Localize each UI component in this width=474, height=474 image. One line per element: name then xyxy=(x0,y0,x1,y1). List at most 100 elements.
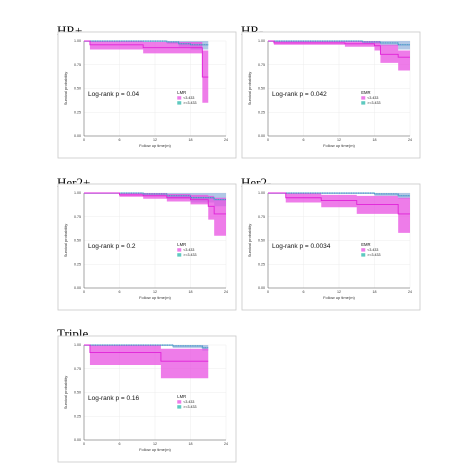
y-tick-label: 0.00 xyxy=(258,134,265,138)
logrank-pvalue: Log-rank p = 0.2 xyxy=(88,243,136,250)
y-tick-label: 0.25 xyxy=(74,414,81,418)
ci-band-low xyxy=(84,345,209,379)
logrank-pvalue: Log-rank p = 0.04 xyxy=(88,91,140,98)
y-axis-label: Survival probability xyxy=(63,376,68,410)
logrank-pvalue: Log-rank p = 0.042 xyxy=(272,91,327,98)
y-tick-label: 1.00 xyxy=(74,343,81,347)
x-tick-label: 18 xyxy=(373,138,377,142)
y-tick-label: 0.75 xyxy=(74,367,81,371)
y-tick-label: 0.25 xyxy=(74,110,81,114)
x-tick-label: 6 xyxy=(119,442,121,446)
y-axis-label: Survival probability xyxy=(63,224,68,258)
y-tick-label: 0.50 xyxy=(74,87,81,91)
ci-band-high xyxy=(268,193,410,199)
x-tick-label: 0 xyxy=(83,138,85,142)
x-tick-label: 0 xyxy=(83,290,85,294)
y-tick-label: 0.75 xyxy=(74,63,81,67)
x-tick-label: 24 xyxy=(408,138,412,142)
y-tick-label: 0.75 xyxy=(74,215,81,219)
legend-label: >=3.433 xyxy=(183,253,196,257)
y-axis-label: Survival probability xyxy=(247,224,252,258)
km-curve-low xyxy=(84,40,209,78)
x-tick-label: 0 xyxy=(267,290,269,294)
x-tick-label: 0 xyxy=(267,138,269,142)
y-tick-label: 0.25 xyxy=(258,262,265,266)
ci-band-low xyxy=(84,41,209,103)
km-curve-low xyxy=(84,192,226,215)
km-panel-2: 0.00 0.25 0.50 0.75 1.00 0 6 12 18 24 Survival pro… xyxy=(57,183,237,311)
x-tick-label: 12 xyxy=(153,442,157,446)
legend-title: LMR xyxy=(177,242,186,247)
legend-label: <3.433 xyxy=(183,96,194,100)
legend-title: LMR xyxy=(177,394,186,399)
km-curve-high-dotted xyxy=(84,40,209,46)
ci-band-low xyxy=(268,41,410,71)
legend-swatch xyxy=(361,101,366,105)
x-tick-label: 6 xyxy=(119,290,121,294)
y-tick-label: 1.00 xyxy=(74,39,81,43)
x-axis-label: Follow up time(m) xyxy=(323,295,355,300)
km-curve-low xyxy=(268,40,410,58)
x-axis-label: Follow up time(m) xyxy=(139,143,171,148)
x-tick-label: 18 xyxy=(189,138,193,142)
legend-swatch xyxy=(177,248,182,252)
km-curve-high-dotted xyxy=(268,192,410,197)
x-axis-label: Follow up time(m) xyxy=(139,295,171,300)
y-tick-label: 0.25 xyxy=(258,110,265,114)
km-panel-3: 0.00 0.25 0.50 0.75 1.00 0 6 12 18 24 Survival pro… xyxy=(241,183,421,311)
x-tick-label: 12 xyxy=(337,138,341,142)
km-panel-1: 0.00 0.25 0.50 0.75 1.00 0 6 12 18 24 Survival pro… xyxy=(241,31,421,159)
legend-label: >=3.433 xyxy=(367,253,380,257)
logrank-pvalue: Log-rank p = 0.16 xyxy=(88,395,140,402)
y-axis-label: Survival probability xyxy=(247,72,252,106)
legend-swatch xyxy=(361,253,366,257)
legend-swatch xyxy=(177,96,182,100)
logrank-pvalue: Log-rank p = 0.0034 xyxy=(272,243,331,250)
y-tick-label: 0.50 xyxy=(74,391,81,395)
y-tick-label: 0.75 xyxy=(258,215,265,219)
y-tick-label: 0.00 xyxy=(74,134,81,138)
legend-label: <3.433 xyxy=(367,96,378,100)
x-tick-label: 0 xyxy=(83,442,85,446)
km-curve-high-dotted xyxy=(268,40,410,46)
legend-swatch xyxy=(177,400,182,404)
ci-band-high xyxy=(84,345,209,351)
panel-frame xyxy=(57,183,237,311)
y-tick-label: 0.00 xyxy=(258,286,265,290)
y-tick-label: 1.00 xyxy=(258,39,265,43)
legend-swatch xyxy=(177,253,182,257)
x-tick-label: 24 xyxy=(224,290,228,294)
x-tick-label: 24 xyxy=(408,290,412,294)
x-tick-label: 24 xyxy=(224,138,228,142)
y-tick-label: 0.50 xyxy=(258,239,265,243)
x-tick-label: 24 xyxy=(224,442,228,446)
y-tick-label: 0.50 xyxy=(74,239,81,243)
km-panel-4: 0.00 0.25 0.50 0.75 1.00 0 6 12 18 24 Survival pro… xyxy=(57,335,237,463)
legend-label: <3.433 xyxy=(183,248,194,252)
y-tick-label: 0.25 xyxy=(74,262,81,266)
km-curve-high xyxy=(84,344,209,349)
y-tick-label: 0.75 xyxy=(258,63,265,67)
x-tick-label: 18 xyxy=(189,290,193,294)
y-tick-label: 0.00 xyxy=(74,438,81,442)
x-axis-label: Follow up time(m) xyxy=(323,143,355,148)
x-tick-label: 6 xyxy=(303,290,305,294)
ci-band-low xyxy=(268,193,410,233)
x-tick-label: 6 xyxy=(119,138,121,142)
legend-label: >=3.433 xyxy=(183,101,196,105)
y-tick-label: 1.00 xyxy=(258,191,265,195)
legend-label: <3.433 xyxy=(367,248,378,252)
x-tick-label: 12 xyxy=(153,138,157,142)
legend-label: >=3.433 xyxy=(367,101,380,105)
legend-label: >=3.433 xyxy=(183,405,196,409)
y-tick-label: 0.00 xyxy=(74,286,81,290)
legend-title: LMR xyxy=(177,90,186,95)
legend-title: EMR xyxy=(361,90,370,95)
x-axis-label: Follow up time(m) xyxy=(139,447,171,452)
km-panel-0: 0.00 0.25 0.50 0.75 1.00 0 6 12 18 24 Survival pro… xyxy=(57,31,237,159)
y-tick-label: 0.50 xyxy=(258,87,265,91)
x-tick-label: 18 xyxy=(373,290,377,294)
legend-swatch xyxy=(177,101,182,105)
ci-band-low xyxy=(84,193,226,236)
